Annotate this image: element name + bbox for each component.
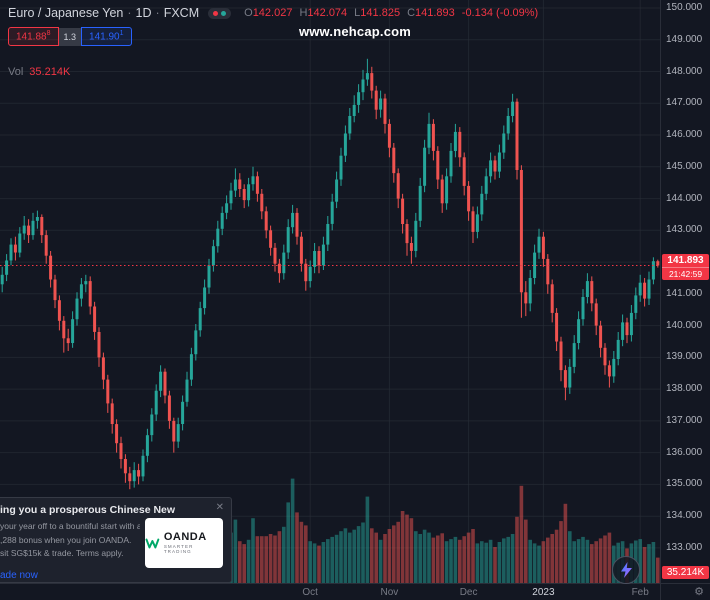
time-axis-label: Oct [302,587,318,598]
price-axis-label: 148.000 [666,65,703,77]
price-axis-label: 133.000 [666,541,703,553]
price-axis-label: 150.000 [666,2,703,13]
trade-buttons-row: 141.888 1.3 141.901 [8,27,538,47]
oanda-logo: OANDA SMARTER TRADING [145,518,223,568]
symbol-legend: Euro / Japanese Yen · 1D · FXCM O142.027… [8,6,538,78]
lightning-icon [620,562,632,578]
ad-cta-link[interactable]: ade now [0,570,38,581]
chart-canvas[interactable] [0,0,660,583]
price-axis-label: 146.000 [666,129,703,141]
candlestick-chart[interactable] [0,0,660,583]
price-axis[interactable]: 141.893 21:42:59 35.214K 150.000 149.000 1… [660,0,710,583]
buy-dot-icon [221,10,227,16]
price-axis-label: 145.000 [666,160,703,172]
low-value: 141.825 [360,7,401,19]
spread-value: 1.3 [58,27,82,46]
oanda-logo-name: OANDA [163,531,207,543]
time-axis-label: 2023 [532,587,555,598]
market-status-indicator[interactable] [208,7,232,19]
price-axis-label: 143.000 [666,224,703,236]
volume-indicator-row[interactable]: Vol 35.214K [8,66,538,78]
close-icon[interactable]: ✕ [215,502,224,513]
exchange-label: FXCM [163,6,200,20]
quick-trade-button[interactable] [612,556,640,584]
legend-title-row: Euro / Japanese Yen · 1D · FXCM O142.027… [8,6,538,20]
price-axis-label: 141.000 [666,287,703,299]
change-value: -0.134 (-0.09%) [461,7,539,19]
sell-button[interactable]: 141.888 [8,27,59,47]
interval-label[interactable]: 1D [135,6,152,20]
time-axis-label: Feb [631,587,649,598]
low-label: L [354,7,361,19]
current-price-value: 141.893 [667,255,704,267]
time-axis-label: Nov [380,587,399,598]
ad-body-line: your year off to a bountiful start with … [0,521,140,531]
buy-button[interactable]: 141.901 [81,27,132,47]
price-axis-label: 136.000 [666,446,703,458]
price-axis-label: 138.000 [666,383,703,395]
high-value: 142.074 [307,7,348,19]
watermark: www.nehcap.com [298,24,412,39]
time-axis[interactable]: Oct Nov Dec 2023 Feb [0,583,660,600]
price-axis-label: 135.000 [666,478,703,490]
price-axis-label: 139.000 [666,351,703,363]
symbol-title[interactable]: Euro / Japanese Yen [8,6,124,20]
bar-countdown: 21:42:59 [662,267,709,279]
volume-value: 35.214K [29,66,71,79]
ad-body-text: your year off to a bountiful start with … [0,520,140,568]
gear-icon[interactable]: ⚙ [694,585,704,598]
ad-body-line: sit SG$15k & trade. Terms apply. [0,548,124,559]
current-price-badge: 141.893 21:42:59 [662,254,709,281]
separator-dot: · [155,6,160,20]
price-axis-label: 149.000 [666,33,703,45]
price-axis-label: 144.000 [666,192,703,204]
price-axis-label: 134.000 [666,510,703,522]
close-label: C [407,7,416,19]
open-label: O [244,7,253,19]
high-label: H [299,7,308,19]
oanda-logo-mark [145,538,160,548]
price-axis-label: 140.000 [666,319,703,331]
price-axis-label: 137.000 [666,414,703,426]
volume-label: Vol [8,66,24,79]
oanda-logo-tagline: SMARTER TRADING [163,544,194,554]
current-volume-badge: 35.214K [662,566,709,579]
open-value: 142.027 [252,7,293,19]
price-axis-label: 147.000 [666,97,703,109]
ad-body-line: ,288 bonus when you join OANDA. [0,534,132,545]
close-value: 141.893 [415,7,455,19]
ad-title: ing you a prosperous Chinese New [0,504,176,516]
ad-popup: ✕ ing you a prosperous Chinese New your … [0,497,232,583]
time-axis-label: Dec [459,587,478,598]
sell-dot-icon [213,10,219,16]
ohlc-readout: O142.027 H142.074 L141.825 C141.893 -0.1… [244,7,538,19]
separator-dot: · [127,6,132,20]
axis-settings-corner: ⚙ [660,583,710,600]
